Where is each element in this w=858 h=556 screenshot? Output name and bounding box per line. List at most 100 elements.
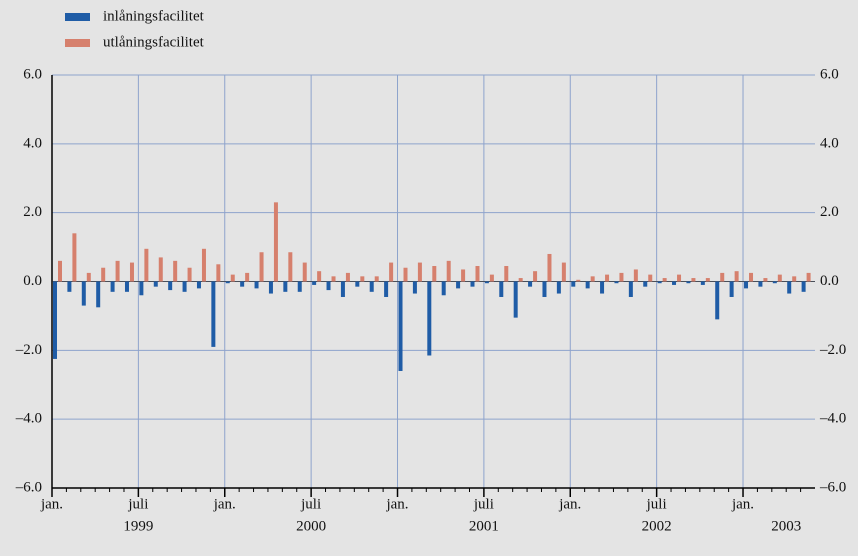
bar <box>576 279 581 282</box>
bar <box>72 233 77 282</box>
bar <box>340 281 345 297</box>
legend-swatch <box>65 13 90 21</box>
bar <box>273 202 278 282</box>
bar <box>259 252 264 282</box>
bar <box>792 276 797 282</box>
bar <box>556 281 561 294</box>
x-tick-label: jan. <box>40 496 63 512</box>
bar <box>648 274 653 282</box>
y2-tick-label: –6.0 <box>819 479 846 495</box>
bar <box>360 276 365 282</box>
bar <box>686 281 691 284</box>
y-tick-label: –4.0 <box>15 411 42 427</box>
x-tick-label: jan. <box>385 496 408 512</box>
y2-tick-label: 2.0 <box>820 204 839 220</box>
bar <box>230 274 235 282</box>
bar <box>787 281 792 294</box>
bar <box>619 272 624 282</box>
bar <box>173 260 178 282</box>
bar <box>720 272 725 282</box>
bar <box>729 281 734 297</box>
bar <box>700 281 705 285</box>
bar <box>547 253 552 282</box>
bar <box>81 281 86 306</box>
x-tick-label: juli <box>646 496 667 512</box>
bar <box>403 267 408 282</box>
legend-swatch <box>65 39 90 47</box>
bar <box>806 272 811 282</box>
bar <box>86 272 91 282</box>
bar <box>283 281 288 292</box>
bar <box>657 281 662 284</box>
bar <box>513 281 518 318</box>
bar <box>317 271 322 282</box>
bar <box>715 281 720 320</box>
bar <box>643 281 648 287</box>
bar <box>245 272 250 282</box>
bar <box>101 267 106 282</box>
bar <box>600 281 605 294</box>
bar <box>168 281 173 291</box>
bar <box>158 257 163 282</box>
bar <box>672 281 677 285</box>
year-label: 1999 <box>123 518 153 534</box>
bar <box>53 281 57 359</box>
bar <box>144 248 149 282</box>
bar <box>153 281 158 287</box>
bar <box>374 276 379 282</box>
bar <box>441 281 446 296</box>
y-tick-label: 4.0 <box>23 135 42 151</box>
bar <box>187 267 192 282</box>
bar <box>427 281 432 356</box>
y-tick-label: –2.0 <box>15 342 42 358</box>
x-tick-label: jan. <box>731 496 754 512</box>
bar <box>758 281 763 287</box>
bar <box>297 281 302 292</box>
x-tick-label: juli <box>127 496 148 512</box>
y2-tick-label: 6.0 <box>820 66 839 82</box>
bar <box>518 278 523 282</box>
bar <box>139 281 144 296</box>
bar <box>528 281 533 287</box>
bar <box>182 281 187 292</box>
bar <box>417 262 422 282</box>
bar <box>96 281 101 308</box>
x-tick-label: jan. <box>558 496 581 512</box>
bar <box>489 274 494 282</box>
bar <box>561 262 566 282</box>
bar <box>744 281 749 289</box>
bar <box>240 281 245 287</box>
y-tick-label: 6.0 <box>23 66 42 82</box>
bar <box>691 278 696 282</box>
bar <box>605 274 610 282</box>
bar <box>461 269 466 282</box>
bar <box>749 272 754 282</box>
bar <box>302 262 307 282</box>
bar <box>216 264 221 282</box>
bar <box>571 281 576 287</box>
bar <box>110 281 115 292</box>
y2-tick-label: 0.0 <box>820 273 839 289</box>
bar <box>254 281 259 289</box>
legend-label: utlåningsfacilitet <box>103 34 205 50</box>
year-label: 2001 <box>469 518 499 534</box>
bar <box>677 274 682 282</box>
bar <box>801 281 806 292</box>
bar <box>456 281 461 289</box>
bar <box>326 281 331 291</box>
bar <box>312 281 317 285</box>
bar <box>369 281 374 292</box>
legend-label: inlåningsfacilitet <box>103 8 205 24</box>
x-tick-label: juli <box>473 496 494 512</box>
bar <box>58 260 62 282</box>
bar <box>533 271 538 282</box>
year-label: 2000 <box>296 518 326 534</box>
x-tick-label: jan. <box>213 496 236 512</box>
bar <box>115 260 120 282</box>
y2-tick-label: 4.0 <box>820 135 839 151</box>
bar <box>268 281 273 294</box>
bar <box>662 278 667 282</box>
bar <box>542 281 547 297</box>
